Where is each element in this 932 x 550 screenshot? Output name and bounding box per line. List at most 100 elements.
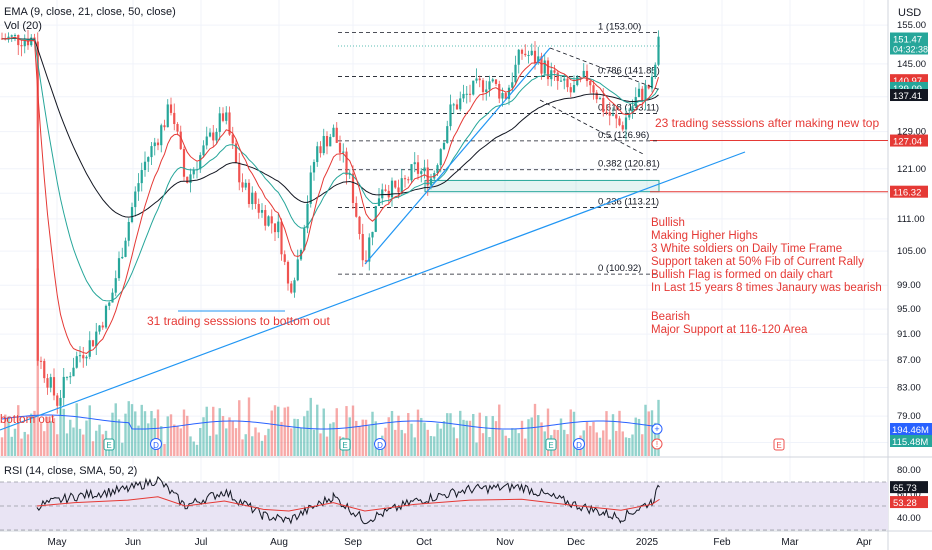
volume-bar bbox=[481, 433, 485, 456]
volume-bar bbox=[244, 434, 247, 456]
volume-bar bbox=[494, 421, 498, 456]
candle-body bbox=[186, 176, 189, 183]
candle-body bbox=[280, 221, 283, 255]
price-badge-text: 140.97 bbox=[893, 76, 922, 87]
candle-body bbox=[169, 104, 173, 113]
volume-bar bbox=[205, 406, 208, 456]
dividend-marker bbox=[150, 438, 162, 450]
volume-bar bbox=[199, 428, 202, 456]
candle-body bbox=[455, 104, 459, 110]
volume-bar bbox=[322, 408, 325, 456]
candle-body bbox=[130, 207, 134, 222]
candle-body bbox=[244, 182, 247, 188]
candle-body bbox=[592, 85, 595, 93]
annotation-top-note: 23 trading sesssions after making new to… bbox=[655, 116, 880, 130]
volume-bar bbox=[559, 418, 563, 456]
volume-bar bbox=[192, 441, 195, 456]
candle-body bbox=[335, 127, 338, 143]
volume-bar bbox=[641, 434, 644, 456]
rsi-legend[interactable]: RSI (14, close, SMA, 50, 2) bbox=[4, 465, 138, 477]
bullish-line: Making Higher Highs bbox=[651, 230, 758, 242]
candle-body bbox=[20, 45, 23, 47]
volume-bar bbox=[75, 403, 78, 456]
candle-body bbox=[153, 142, 156, 147]
volume-bar bbox=[634, 417, 637, 456]
candle-body bbox=[43, 360, 46, 379]
volume-bar bbox=[325, 436, 329, 456]
volume-bar bbox=[20, 438, 23, 456]
time-tick-label: Oct bbox=[416, 537, 432, 548]
candle-body bbox=[143, 161, 147, 171]
candle-body bbox=[332, 127, 335, 137]
volume-bar bbox=[91, 441, 95, 456]
flash-event-icon bbox=[651, 438, 663, 450]
candle-body bbox=[462, 93, 465, 99]
candle-body bbox=[342, 151, 345, 153]
volume-bar bbox=[221, 416, 225, 456]
volume-bar bbox=[140, 404, 143, 456]
candle-body bbox=[517, 49, 520, 65]
candle-body bbox=[316, 146, 319, 163]
volume-bar bbox=[572, 411, 576, 456]
volume-bar bbox=[416, 409, 420, 456]
candle-body bbox=[491, 79, 494, 82]
candle-body bbox=[150, 146, 153, 158]
volume-bar bbox=[332, 422, 335, 456]
candle-body bbox=[481, 80, 485, 93]
candle-body bbox=[540, 56, 543, 74]
volume-bar bbox=[101, 434, 104, 456]
rsi-tick-label: 60.00 bbox=[897, 489, 921, 500]
volume-bar bbox=[491, 416, 494, 456]
volume-bar bbox=[501, 429, 504, 456]
time-tick-label: Mar bbox=[781, 537, 799, 548]
volume-badge bbox=[890, 435, 932, 447]
candle-body bbox=[137, 183, 140, 192]
dividend-marker bbox=[573, 438, 585, 450]
volume-bar bbox=[72, 427, 75, 456]
candle-body bbox=[624, 117, 628, 130]
candle-body bbox=[348, 173, 351, 175]
flash-event-icon-glyph: ! bbox=[656, 440, 658, 449]
volume-bar bbox=[465, 420, 468, 456]
candle-body bbox=[563, 78, 566, 81]
volume-legend[interactable]: Vol (20) bbox=[4, 20, 42, 32]
ema9-line bbox=[1, 36, 659, 354]
volume-bar bbox=[556, 430, 559, 456]
fib-level-label: 0.618 (133.11) bbox=[598, 102, 659, 113]
volume-bar bbox=[30, 413, 33, 456]
candle-body bbox=[644, 85, 647, 101]
candle-body bbox=[403, 178, 407, 180]
candle-body bbox=[488, 81, 491, 90]
volume-bar bbox=[351, 405, 355, 456]
rally-trendline bbox=[364, 47, 551, 265]
volume-bar bbox=[98, 424, 101, 456]
candle-body bbox=[416, 162, 420, 174]
volume-bar bbox=[293, 418, 296, 456]
volume-badge-text: 115.48M bbox=[892, 437, 928, 448]
candle-body bbox=[420, 171, 423, 174]
volume-bar bbox=[186, 415, 189, 456]
fib-level-label: 1 (153.00) bbox=[598, 22, 641, 33]
volume-bar bbox=[111, 412, 114, 456]
rsi-badge-text: 65.73 bbox=[893, 483, 917, 494]
support-zone-rect bbox=[424, 179, 660, 193]
currency-label[interactable]: USD bbox=[898, 7, 922, 19]
add-event-icon bbox=[651, 423, 663, 435]
volume-bar bbox=[238, 400, 241, 456]
candle-body bbox=[407, 179, 410, 181]
ema-legend[interactable]: EMA (9, close, 21, close, 50, close) bbox=[4, 6, 176, 18]
time-tick-label: Aug bbox=[270, 537, 288, 548]
volume-bar bbox=[88, 405, 91, 456]
volume-bar bbox=[650, 410, 654, 456]
volume-bar bbox=[602, 430, 605, 456]
volume-bar bbox=[4, 414, 7, 456]
volume-bar bbox=[631, 434, 634, 456]
candle-body bbox=[85, 356, 88, 359]
candle-body bbox=[52, 377, 56, 396]
volume-ma-line bbox=[1, 414, 659, 430]
candle-body bbox=[182, 149, 186, 177]
volume-bar bbox=[26, 434, 30, 456]
volume-bar bbox=[257, 432, 260, 456]
volume-bar bbox=[621, 431, 624, 456]
